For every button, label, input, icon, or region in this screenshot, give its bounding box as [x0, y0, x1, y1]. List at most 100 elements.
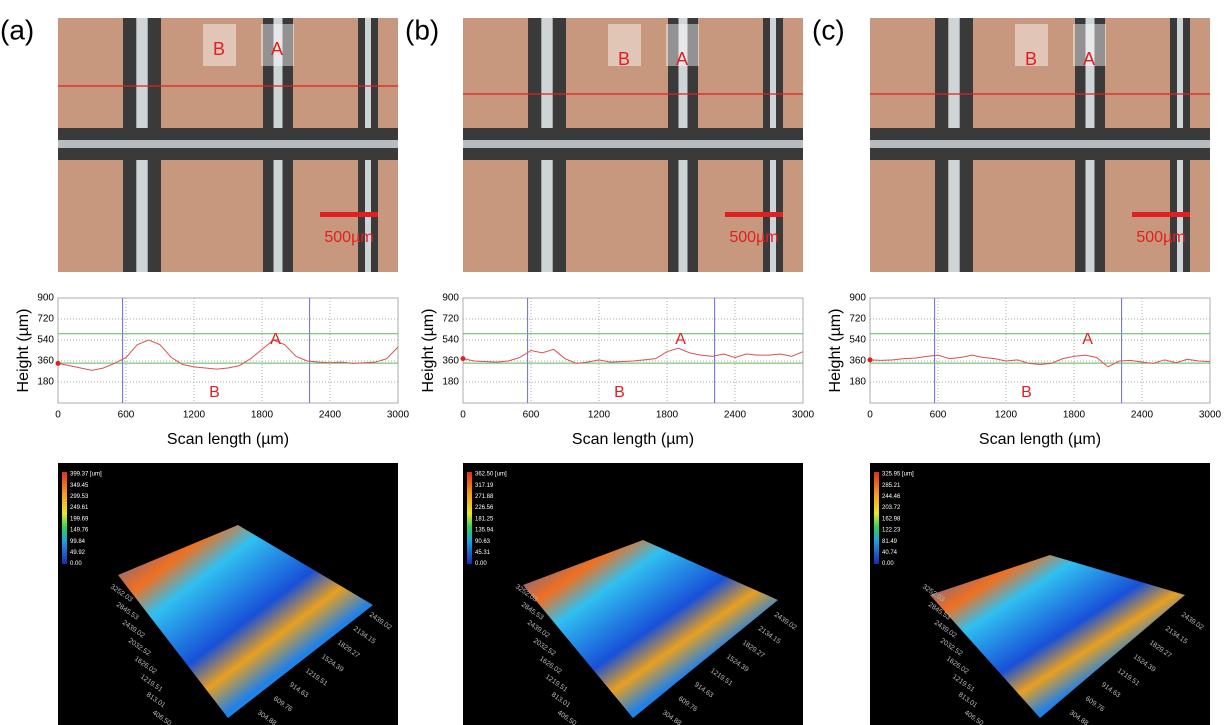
annotation: B: [614, 384, 625, 401]
profile-line: [462, 347, 804, 364]
scale-bar: [320, 212, 378, 217]
colorbar-label: 226.56: [475, 505, 494, 511]
y-axis-title: Height (µm): [15, 309, 32, 393]
panel-label: (b): [405, 14, 439, 45]
y-tick-label: 720: [849, 314, 866, 325]
y-tick-label: 360: [849, 356, 866, 367]
colorbar-label: 349.45: [70, 483, 89, 489]
x-tick-label: 600: [523, 410, 540, 421]
x-tick-label: 1800: [656, 410, 679, 421]
colorbar-label: 162.98: [882, 516, 901, 522]
colorbar-label: 135.94: [475, 528, 494, 534]
surface: [930, 555, 1185, 718]
y-tick-label: 180: [37, 377, 54, 388]
label-box: [608, 24, 641, 66]
colorbar-label: 362.50 [um]: [475, 472, 507, 478]
photo-label: A: [676, 49, 688, 69]
y-tick-label: 360: [442, 356, 459, 367]
y-axis-title: Height (µm): [827, 309, 844, 393]
y-tick-label: 540: [37, 335, 54, 346]
x-axis-title: Scan length (µm): [572, 431, 694, 448]
start-marker: [867, 357, 873, 363]
colorbar-label: 271.88: [475, 494, 494, 500]
mesh-highlight: [870, 140, 1210, 148]
x-tick-label: 1800: [1063, 410, 1086, 421]
colorbar-label: 181.25: [475, 516, 494, 522]
colorbar-label: 0.00: [475, 561, 487, 567]
annotation: B: [209, 384, 220, 401]
x-tick-label: 1200: [995, 410, 1018, 421]
annotation: A: [1082, 331, 1093, 348]
x-tick-label: 600: [930, 410, 947, 421]
annotation: A: [270, 331, 281, 348]
x-tick-label: 0: [55, 410, 61, 421]
photo-label: B: [618, 49, 630, 69]
label-box: [1073, 24, 1106, 66]
photo-label: B: [213, 39, 225, 59]
x-tick-label: 1200: [588, 410, 611, 421]
label-box: [1015, 24, 1048, 66]
y-tick-label: 720: [442, 314, 459, 325]
surface: [523, 540, 778, 718]
plot-frame: [869, 297, 1211, 404]
x-tick-label: 2400: [319, 410, 342, 421]
colorbar-label: 249.61: [70, 505, 89, 511]
panel-label: (c): [812, 14, 845, 45]
x-axis-title: Scan length (µm): [979, 431, 1101, 448]
colorbar-label: 317.19: [475, 483, 494, 489]
colorbar-label: 49.92: [70, 550, 86, 556]
label-box: [203, 24, 236, 66]
colorbar-label: 244.46: [882, 494, 901, 500]
colorbar: [467, 472, 472, 564]
x-tick-label: 3000: [792, 410, 815, 421]
colorbar-label: 0.00: [882, 561, 894, 567]
colorbar-label: 399.37 [um]: [70, 472, 102, 478]
y-tick-label: 900: [442, 293, 459, 304]
photo-label: B: [1025, 49, 1037, 69]
start-marker: [460, 356, 466, 362]
profile-line: [57, 339, 399, 371]
x-tick-label: 1200: [183, 410, 206, 421]
profile-line: [869, 354, 1211, 368]
scale-label: 500µm: [324, 229, 373, 246]
colorbar-label: 299.53: [70, 494, 89, 500]
colorbar-label: 81.49: [882, 539, 898, 545]
colorbar-label: 45.31: [475, 550, 491, 556]
x-tick-label: 2400: [724, 410, 747, 421]
x-tick-label: 0: [867, 410, 873, 421]
colorbar-label: 40.74: [882, 550, 898, 556]
colorbar-label: 90.63: [475, 539, 491, 545]
y-tick-label: 900: [849, 293, 866, 304]
scale-label: 500µm: [1136, 229, 1185, 246]
colorbar-label: 199.69: [70, 516, 89, 522]
colorbar: [62, 472, 67, 564]
colorbar-label: 149.76: [70, 528, 89, 534]
plot-frame: [462, 297, 804, 404]
label-box: [261, 24, 294, 66]
annotation: B: [1021, 384, 1032, 401]
x-tick-label: 3000: [1199, 410, 1222, 421]
mesh-highlight: [463, 140, 803, 148]
colorbar: [874, 472, 879, 564]
y-tick-label: 360: [37, 356, 54, 367]
start-marker: [55, 360, 61, 366]
scale-bar: [1132, 212, 1190, 217]
colorbar-label: 325.95 [um]: [882, 472, 914, 478]
mesh-highlight: [58, 140, 398, 148]
photo-label: A: [271, 39, 283, 59]
colorbar-label: 99.84: [70, 539, 86, 545]
y-tick-label: 180: [849, 377, 866, 388]
photo-label: A: [1083, 49, 1095, 69]
scale-label: 500µm: [729, 229, 778, 246]
label-box: [666, 24, 699, 66]
surface: [118, 525, 373, 718]
annotation: A: [675, 331, 686, 348]
y-tick-label: 540: [849, 335, 866, 346]
panel-label: (a): [0, 14, 34, 45]
x-tick-label: 3000: [387, 410, 410, 421]
x-tick-label: 1800: [251, 410, 274, 421]
scale-bar: [725, 212, 783, 217]
y-axis-title: Height (µm): [420, 309, 437, 393]
y-tick-label: 540: [442, 335, 459, 346]
